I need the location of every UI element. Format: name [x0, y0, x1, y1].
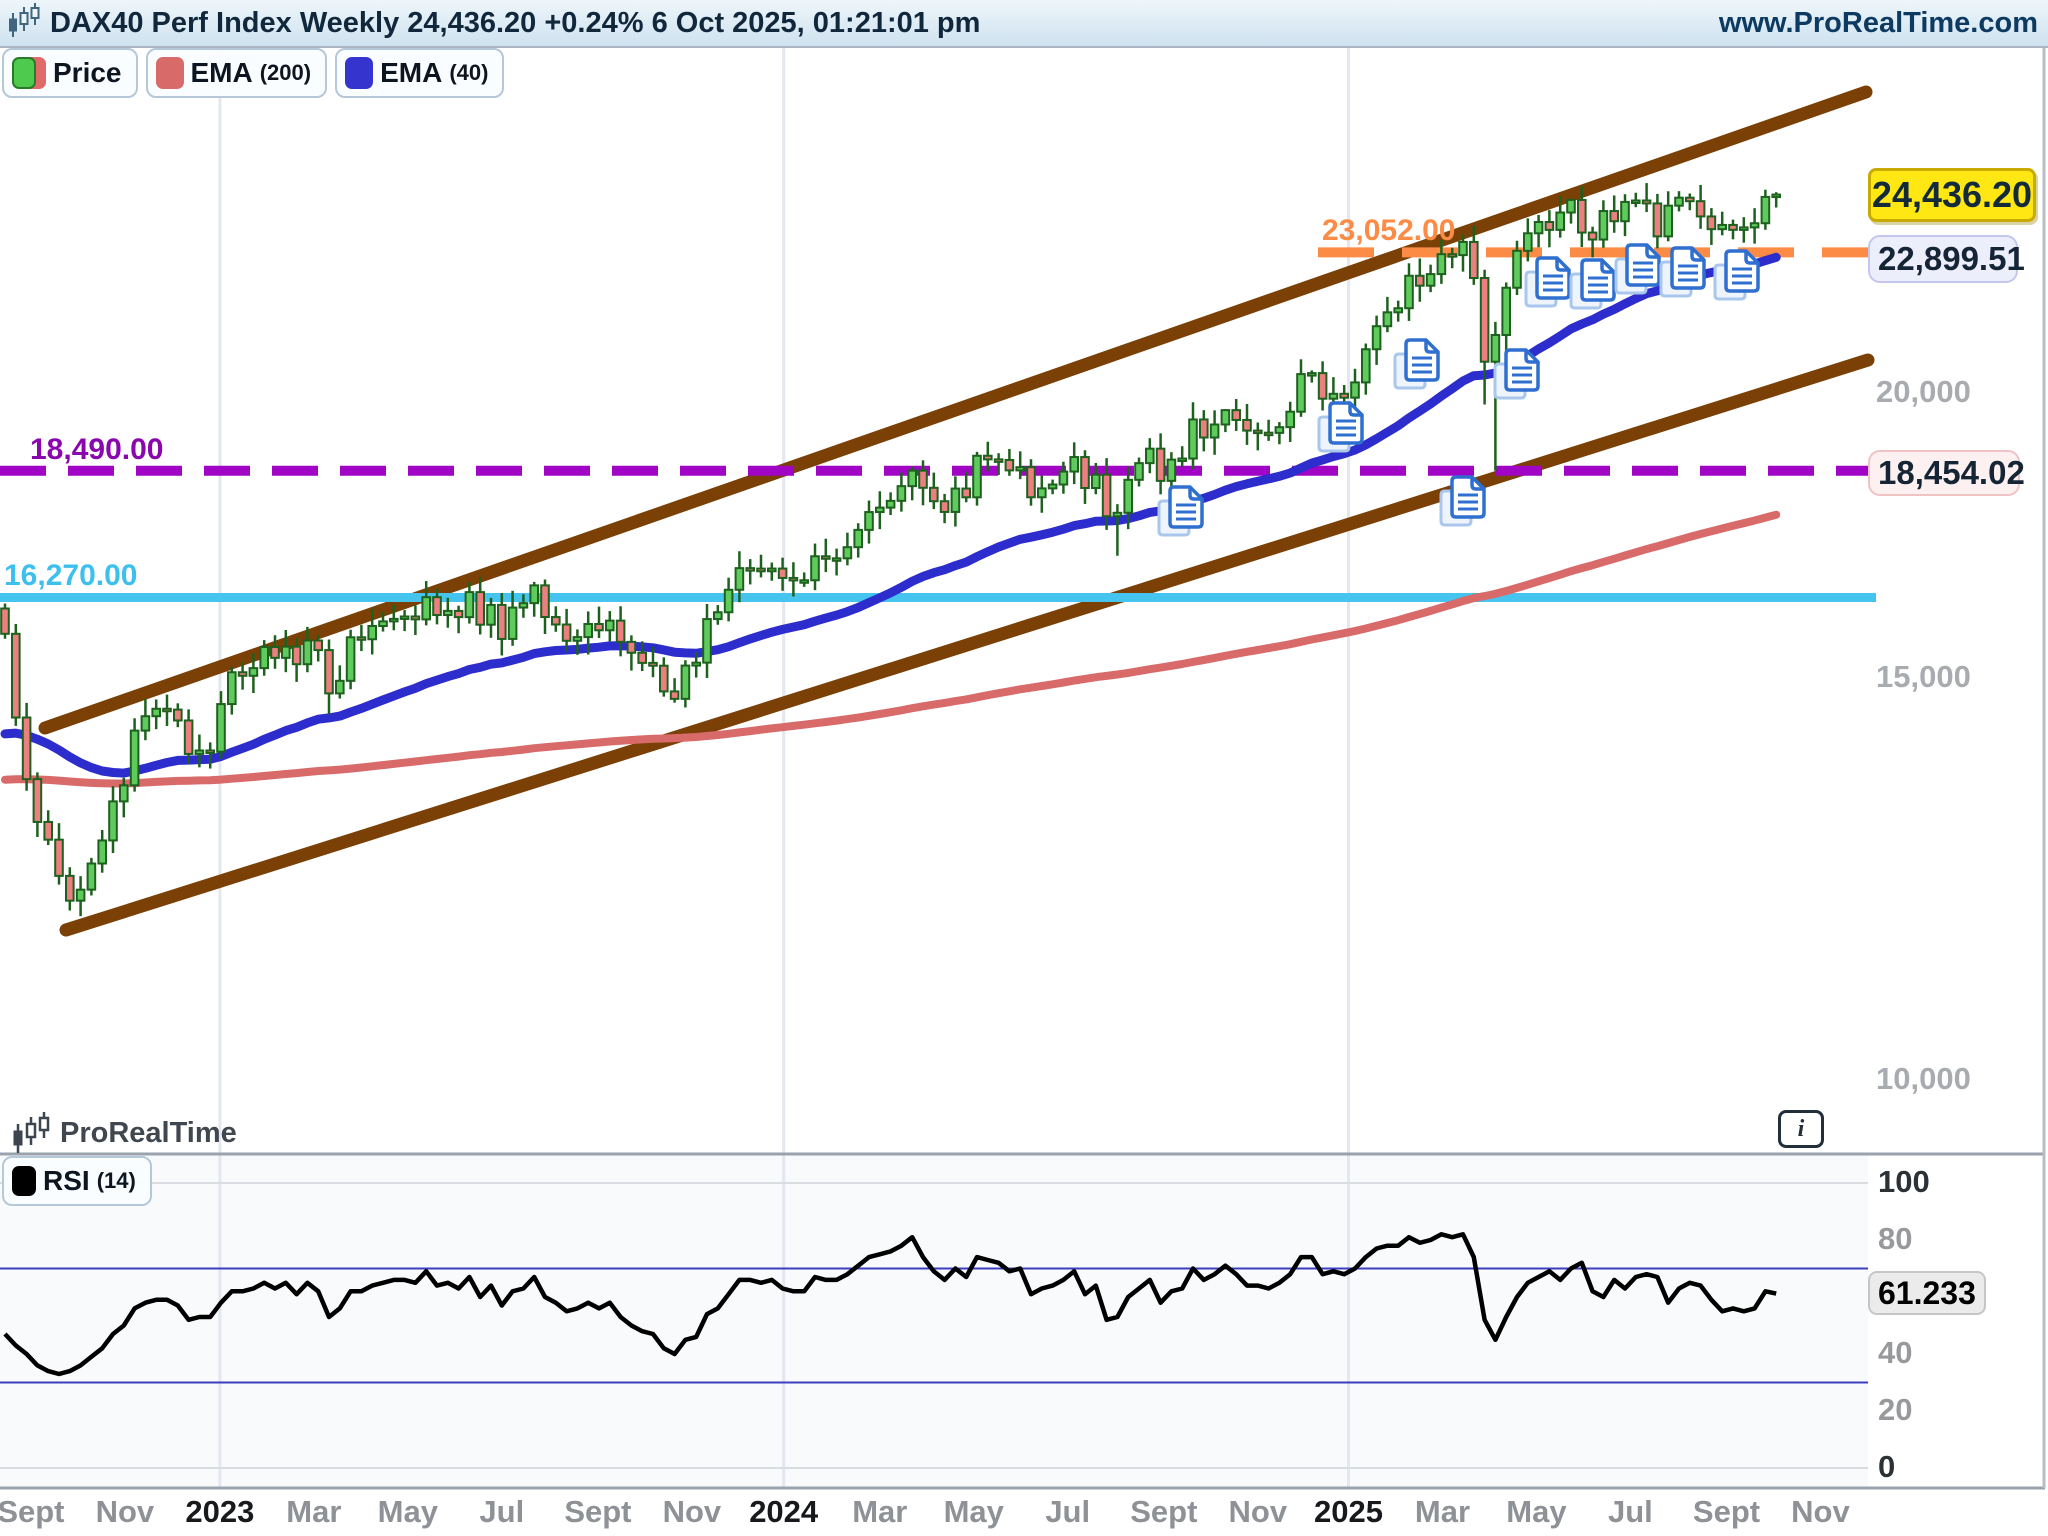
rsi-tick-100: 100	[1878, 1164, 1930, 1199]
time-tick-may-4: May	[377, 1494, 438, 1529]
channel-lower-line[interactable]	[59, 353, 1875, 937]
legend-ema200-period: (200)	[259, 60, 312, 85]
time-tick-may-10: May	[943, 1494, 1004, 1529]
watermark-text: ProRealTime	[60, 1116, 237, 1149]
rsi-tick-80: 80	[1878, 1221, 1913, 1256]
time-tick-sept-6: Sept	[564, 1494, 632, 1529]
news-icon[interactable]	[1569, 258, 1616, 310]
rsi-tick-40: 40	[1878, 1335, 1913, 1370]
title-bar: DAX40 Perf Index Weekly 24,436.20 +0.24%…	[0, 0, 2048, 48]
ema40-line	[0, 252, 1781, 778]
year-gridlines	[218, 46, 1351, 1487]
legend-price-label: Price	[53, 57, 122, 88]
news-icon[interactable]	[1614, 243, 1661, 295]
panel-borders	[0, 46, 2046, 1490]
channel-upper-line[interactable]	[38, 85, 1873, 735]
legend-ema200-button[interactable]: EMA (200)	[145, 48, 328, 98]
news-icons-layer	[1157, 243, 1760, 537]
news-icon[interactable]	[1524, 256, 1571, 308]
last-price-box: 24,436.20	[1868, 167, 2036, 222]
price-tick-15000: 15,000	[1876, 658, 1971, 694]
time-tick-2023-2: 2023	[185, 1494, 255, 1529]
legend-ema40-label: EMA	[380, 57, 443, 88]
time-tick-jul-5: Jul	[479, 1494, 525, 1529]
news-icon[interactable]	[1317, 401, 1364, 453]
price-tick-20000: 20,000	[1876, 374, 1971, 409]
time-tick-nov-13: Nov	[1228, 1494, 1288, 1529]
watermark-candles-icon	[13, 1112, 50, 1153]
rsi-tick-20: 20	[1878, 1392, 1913, 1427]
chart-title: DAX40 Perf Index Weekly 24,436.20 +0.24%…	[50, 6, 981, 39]
legend-row: Price EMA (200) EMA (40)	[2, 48, 505, 98]
level-label-16270[interactable]: 16,270.00	[4, 559, 138, 593]
legend-ema40-button[interactable]: EMA (40)	[335, 48, 505, 98]
ema40-value: 22,899.51	[1878, 239, 2025, 277]
time-tick-mar-15: Mar	[1414, 1494, 1471, 1529]
rsi-panel-bg	[0, 1153, 1868, 1487]
legend-rsi-label: RSI	[43, 1165, 90, 1196]
news-icon[interactable]	[1157, 485, 1204, 537]
prorealtime-watermark: ProRealTime	[12, 1112, 237, 1154]
ema200-swatch-icon	[155, 57, 184, 89]
time-tick-may-16: May	[1506, 1494, 1567, 1529]
news-icon[interactable]	[1659, 246, 1706, 298]
time-tick-jul-11: Jul	[1045, 1494, 1091, 1529]
time-tick-sept-12: Sept	[1130, 1494, 1198, 1529]
ema200-value: 18,454.02	[1878, 453, 2025, 491]
rsi-tick-0: 0	[1878, 1449, 1896, 1484]
time-tick-mar-9: Mar	[852, 1494, 908, 1529]
legend-ema40-period: (40)	[449, 60, 489, 85]
news-icon[interactable]	[1493, 348, 1540, 400]
ema200-value-box: 18,454.02	[1868, 449, 2025, 496]
legend-rsi-button[interactable]: RSI (14)	[2, 1156, 152, 1206]
time-tick-sept-0: Sept	[0, 1494, 65, 1529]
rsi-value-box: 61.233	[1868, 1271, 1986, 1316]
rsi-value: 61.233	[1878, 1274, 1976, 1311]
news-icon[interactable]	[1713, 249, 1760, 301]
level-label-23052[interactable]: 23,052.00	[1322, 214, 1456, 248]
time-tick-2024-8: 2024	[749, 1494, 819, 1529]
legend-ema200-label: EMA	[190, 57, 253, 88]
time-tick-mar-3: Mar	[286, 1494, 342, 1529]
ema200-line	[1, 510, 1781, 788]
ema40-value-box: 22,899.51	[1868, 234, 2025, 283]
prorealtime-logo-icon	[8, 2, 42, 44]
time-tick-jul-17: Jul	[1607, 1494, 1653, 1529]
last-price-value: 24,436.20	[1871, 173, 2033, 215]
time-tick-2025-14: 2025	[1314, 1494, 1383, 1529]
legend-price-button[interactable]: Price	[2, 48, 138, 98]
news-icon[interactable]	[1393, 338, 1440, 390]
time-tick-nov-19: Nov	[1791, 1494, 1850, 1529]
rsi-line	[3, 1232, 1777, 1377]
info-button[interactable]: i	[1778, 1110, 1824, 1148]
time-tick-nov-7: Nov	[662, 1494, 722, 1529]
news-icon[interactable]	[1439, 475, 1486, 527]
price-tick-10000: 10,000	[1876, 1060, 1971, 1096]
time-tick-sept-18: Sept	[1692, 1494, 1761, 1529]
ema40-swatch-icon	[345, 57, 374, 89]
level-label-18490[interactable]: 18,490.00	[30, 432, 164, 466]
price-swatch-icon	[12, 57, 46, 89]
prorealtime-url-link[interactable]: www.ProRealTime.com	[1718, 6, 2038, 39]
candles-layer	[0, 183, 1782, 917]
legend-rsi-period: (14)	[96, 1168, 136, 1193]
time-tick-nov-1: Nov	[95, 1494, 155, 1529]
rsi-swatch-icon	[12, 1166, 36, 1196]
